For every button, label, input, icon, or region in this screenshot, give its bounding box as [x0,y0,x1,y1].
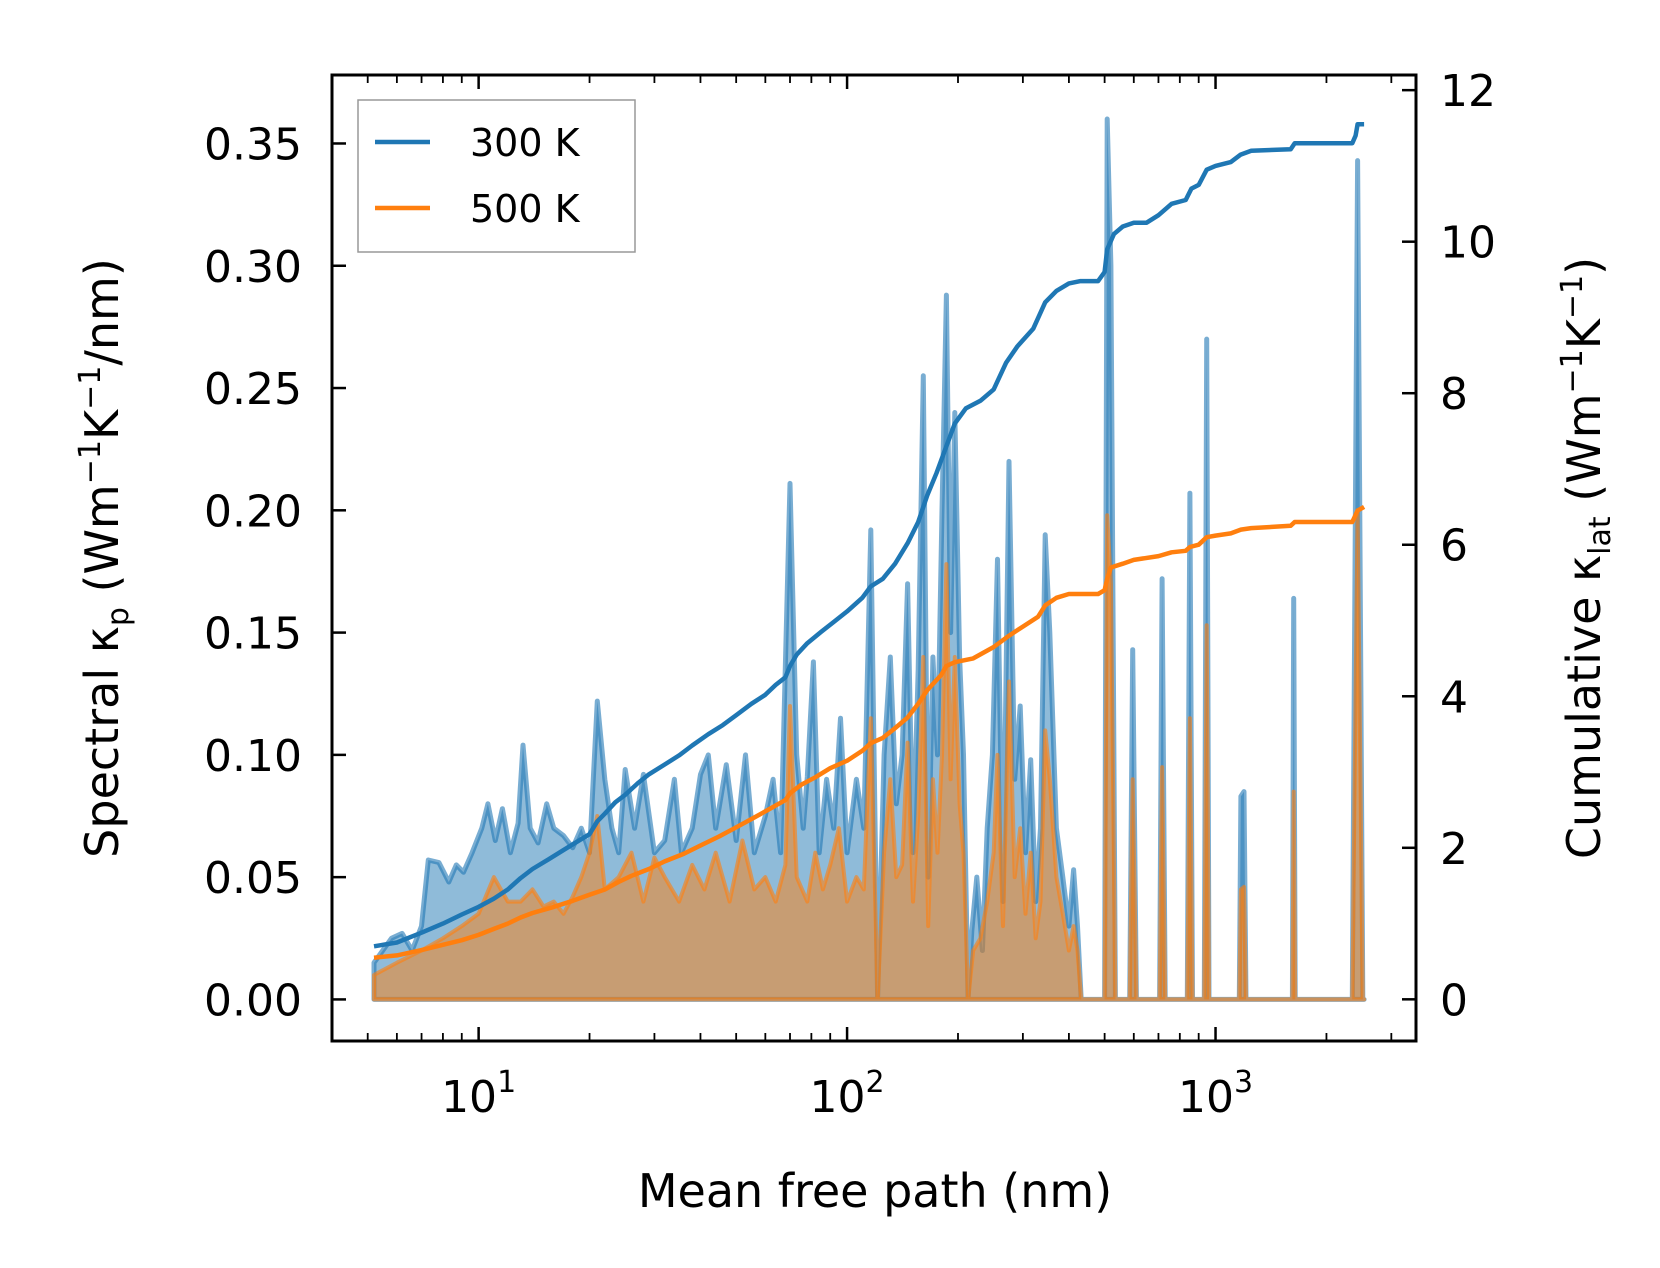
legend: 300 K 500 K [357,99,636,253]
x-tick-label-base: 10 [810,1072,866,1123]
right-y-tick-label: 0 [1440,975,1468,1026]
left-y-tick-label: 0.20 [204,486,302,537]
left-y-tick-label: 0.00 [204,975,302,1026]
x-tick-label-base: 10 [1178,1072,1234,1123]
right-y-axis-title: Cumulative κlat (Wm−1K−1) [1555,257,1618,859]
x-tick-label-exponent: 3 [1234,1065,1253,1100]
left-y-tick-label: 0.35 [204,119,302,170]
x-tick-label-exponent: 1 [497,1065,516,1100]
right-y-tick-label: 4 [1440,672,1468,723]
plot-frame [330,73,1418,1043]
right-y-tick-label: 8 [1440,369,1468,420]
left-y-tick-label: 0.05 [204,853,302,904]
left-y-tick-label: 0.30 [204,242,302,293]
x-tick-label-exponent: 2 [866,1065,885,1100]
right-y-tick-label: 12 [1440,66,1496,117]
left-y-tick-label: 0.25 [204,364,302,415]
x-tick-label: 102 [810,1065,885,1123]
legend-300K-label: 300 K [470,121,581,165]
left-y-tick-label: 0.10 [204,731,302,782]
left-y-axis-title: Spectral κp (Wm−1K−1/nm) [73,258,136,858]
right-y-tick-label: 10 [1440,218,1496,269]
spectral-500K-area [372,508,1367,1002]
axis-ticks: 101 102 1030.000.050.100.150.200.250.300.3… [204,66,1496,1123]
left-y-tick-label: 0.15 [204,609,302,660]
right-y-tick-label: 2 [1440,824,1468,875]
x-tick-label: 103 [1178,1065,1253,1123]
cumulative-300K-line [373,121,1365,949]
legend-box [357,99,636,253]
x-tick-label: 101 [441,1065,516,1123]
x-tick-label-base: 10 [441,1072,497,1123]
cumulative-500K-line [373,504,1366,960]
legend-500K-label: 500 K [470,187,581,231]
x-axis-title: Mean free path (nm) [638,1164,1112,1218]
plot-data-layer [371,116,1367,1002]
right-y-tick-label: 6 [1440,521,1468,572]
